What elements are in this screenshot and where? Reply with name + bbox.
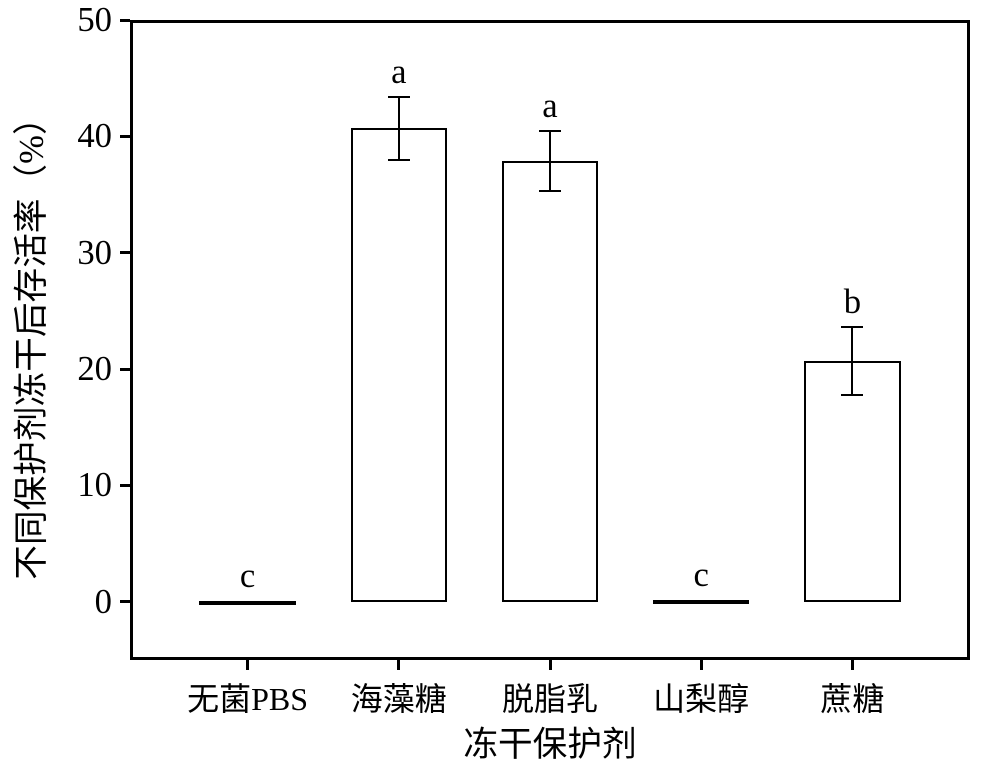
bar <box>199 601 296 605</box>
x-tick-label: 蔗糖 <box>762 674 942 720</box>
error-bar <box>549 131 551 192</box>
bar <box>351 128 448 602</box>
x-axis-title: 冻干保护剂 <box>130 716 970 766</box>
y-tick-mark <box>120 135 130 138</box>
error-cap <box>539 130 561 132</box>
significance-label: c <box>671 556 731 595</box>
x-tick-mark <box>700 660 703 670</box>
significance-label: a <box>520 87 580 126</box>
y-tick-mark <box>120 19 130 22</box>
error-cap <box>841 394 863 396</box>
significance-label: b <box>822 283 882 322</box>
chart-root: 01020304050不同保护剂冻干后存活率（%）c无菌PBSa海藻糖a脱脂乳c… <box>0 0 1000 775</box>
x-tick-mark <box>397 660 400 670</box>
y-axis-title: 不同保护剂冻干后存活率（%） <box>10 20 54 660</box>
error-cap <box>539 190 561 192</box>
bar <box>653 600 750 604</box>
significance-label: c <box>218 557 278 596</box>
x-tick-mark <box>851 660 854 670</box>
error-bar <box>851 327 853 394</box>
x-tick-mark <box>549 660 552 670</box>
bar <box>502 161 599 602</box>
error-cap <box>388 159 410 161</box>
y-tick-mark <box>120 368 130 371</box>
error-cap <box>388 96 410 98</box>
error-bar <box>398 97 400 160</box>
y-tick-mark <box>120 484 130 487</box>
x-tick-mark <box>246 660 249 670</box>
y-tick-mark <box>120 600 130 603</box>
significance-label: a <box>369 53 429 92</box>
bar <box>804 361 901 602</box>
error-cap <box>841 326 863 328</box>
y-tick-mark <box>120 251 130 254</box>
